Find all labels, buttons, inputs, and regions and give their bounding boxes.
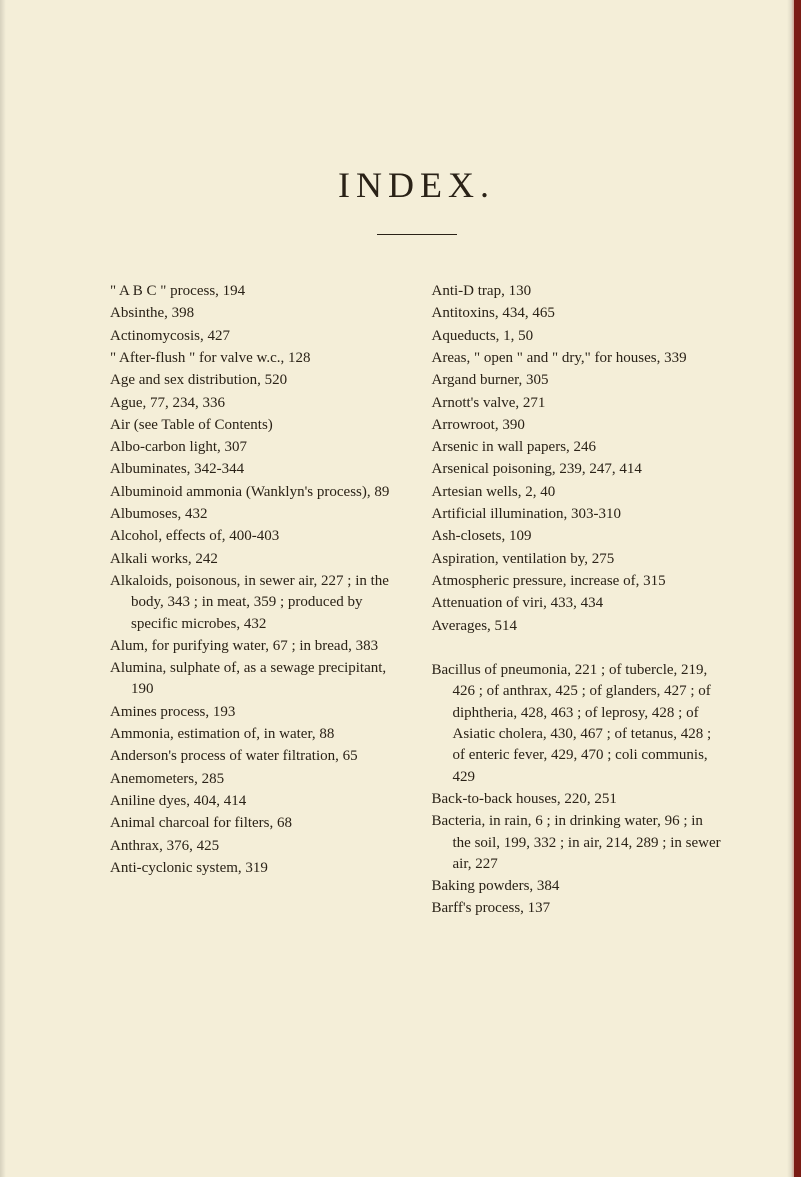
index-entry: Baking powders, 384 [432, 876, 724, 897]
index-entry: " After-flush " for valve w.c., 128 [110, 348, 402, 369]
index-entry: Alkali works, 242 [110, 549, 402, 570]
index-entry: Albo-carbon light, 307 [110, 437, 402, 458]
page-title: INDEX. [110, 164, 723, 206]
index-entry: Anti-cyclonic system, 319 [110, 858, 402, 879]
index-entry: Anthrax, 376, 425 [110, 836, 402, 857]
index-entry: Anemometers, 285 [110, 769, 402, 790]
title-rule [377, 234, 457, 235]
index-column-left: " A B C " process, 194Absinthe, 398Actin… [110, 281, 402, 921]
index-entry: Animal charcoal for filters, 68 [110, 813, 402, 834]
index-entry: Ammonia, estimation of, in water, 88 [110, 724, 402, 745]
index-entry: Amines process, 193 [110, 702, 402, 723]
index-entry: Actinomycosis, 427 [110, 326, 402, 347]
page-right-edge-strip [794, 0, 801, 1177]
page-left-shadow [0, 0, 6, 1177]
index-entry: Albumoses, 432 [110, 504, 402, 525]
page: INDEX. " A B C " process, 194Absinthe, 3… [0, 0, 801, 1177]
index-entry: Age and sex distribution, 520 [110, 370, 402, 391]
index-entry: Bacteria, in rain, 6 ; in drinking water… [432, 811, 724, 875]
index-entry: Aniline dyes, 404, 414 [110, 791, 402, 812]
index-entry: Arnott's valve, 271 [432, 393, 724, 414]
index-entry: Arsenical poisoning, 239, 247, 414 [432, 459, 724, 480]
index-entry: Anderson's process of water filtration, … [110, 746, 402, 767]
index-entry: Albuminoid ammonia (Wanklyn's process), … [110, 482, 402, 503]
index-entry: Ague, 77, 234, 336 [110, 393, 402, 414]
index-entry: Bacillus of pneumonia, 221 ; of tubercle… [432, 660, 724, 788]
index-entry: Aspiration, ventilation by, 275 [432, 549, 724, 570]
index-entry: Artesian wells, 2, 40 [432, 482, 724, 503]
index-entry: Artificial illumination, 303-310 [432, 504, 724, 525]
index-entry: Alum, for purifying water, 67 ; in bread… [110, 636, 402, 657]
index-entry: Alkaloids, poisonous, in sewer air, 227 … [110, 571, 402, 635]
index-column-right: Anti-D trap, 130Antitoxins, 434, 465Aque… [432, 281, 724, 921]
index-entry: Antitoxins, 434, 465 [432, 303, 724, 324]
index-entry [432, 638, 724, 659]
index-entry: " A B C " process, 194 [110, 281, 402, 302]
index-entry: Atmospheric pressure, increase of, 315 [432, 571, 724, 592]
index-entry: Back-to-back houses, 220, 251 [432, 789, 724, 810]
index-entry: Attenuation of viri, 433, 434 [432, 593, 724, 614]
index-entry: Areas, " open " and " dry," for houses, … [432, 348, 724, 369]
index-entry: Alumina, sulphate of, as a sewage precip… [110, 658, 402, 701]
index-entry: Averages, 514 [432, 616, 724, 637]
index-entry: Albuminates, 342-344 [110, 459, 402, 480]
index-entry: Argand burner, 305 [432, 370, 724, 391]
index-entry: Aqueducts, 1, 50 [432, 326, 724, 347]
index-entry: Ash-closets, 109 [432, 526, 724, 547]
index-entry: Arrowroot, 390 [432, 415, 724, 436]
index-entry: Anti-D trap, 130 [432, 281, 724, 302]
index-columns: " A B C " process, 194Absinthe, 398Actin… [110, 281, 723, 921]
index-entry: Arsenic in wall papers, 246 [432, 437, 724, 458]
index-entry: Alcohol, effects of, 400-403 [110, 526, 402, 547]
index-entry: Air (see Table of Contents) [110, 415, 402, 436]
index-entry: Barff's process, 137 [432, 898, 724, 919]
index-entry: Absinthe, 398 [110, 303, 402, 324]
